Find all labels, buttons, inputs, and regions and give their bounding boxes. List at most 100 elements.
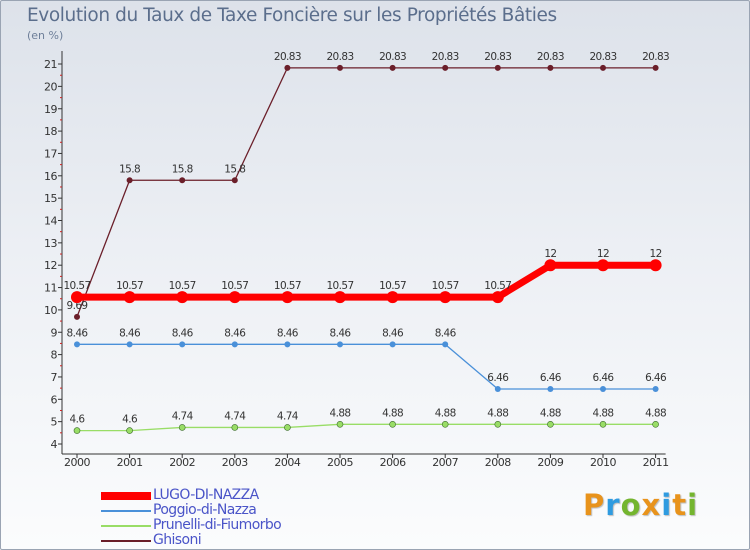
chart-subtitle: (en %) — [27, 29, 64, 42]
data-point-prunelli — [494, 421, 502, 428]
data-point-prunelli — [284, 424, 291, 431]
y-tick-label: 7 — [51, 371, 58, 384]
data-point-poggio — [179, 341, 186, 348]
data-point-lugo — [228, 291, 241, 304]
data-label-lugo: 10.57 — [221, 280, 248, 292]
data-label-poggio: 6.46 — [487, 372, 509, 384]
data-label-lugo: 12 — [544, 248, 556, 260]
data-label-poggio: 8.46 — [119, 327, 141, 339]
data-point-prunelli — [336, 421, 344, 428]
data-label-lugo: 12 — [597, 248, 609, 260]
legend-label-poggio: Poggio-di-Nazza — [153, 502, 257, 518]
legend-swatch-prunelli — [101, 525, 151, 527]
data-point-prunelli — [231, 424, 239, 431]
x-tick-label: 2003 — [222, 456, 248, 469]
series-line-lugo — [77, 261, 656, 301]
data-label-lugo: 10.57 — [169, 280, 196, 292]
data-point-lugo — [649, 259, 662, 272]
data-point-prunelli — [389, 421, 396, 428]
x-tick-label: 2006 — [380, 456, 406, 469]
x-tick-label: 2011 — [643, 456, 669, 469]
legend-label-prunelli: Prunelli-di-Fiumorbo — [153, 517, 282, 533]
legend-label-lugo: LUGO-DI-NAZZA — [153, 487, 259, 503]
y-tick-label: 17 — [44, 147, 57, 160]
data-point-ghisoni — [179, 177, 186, 184]
data-point-prunelli — [178, 424, 186, 431]
data-point-ghisoni — [494, 64, 501, 71]
legend-swatch-poggio — [101, 510, 151, 512]
chart-title: Evolution du Taux de Taxe Foncière sur l… — [27, 5, 557, 26]
y-tick-label: 5 — [51, 416, 58, 429]
data-label-prunelli: 4.88 — [593, 407, 614, 419]
data-label-ghisoni: 20.83 — [642, 51, 669, 63]
data-label-poggio: 6.46 — [540, 372, 562, 384]
data-point-lugo — [439, 291, 452, 304]
data-point-ghisoni — [652, 64, 659, 71]
y-tick-label: 20 — [44, 80, 57, 93]
data-point-prunelli — [652, 421, 659, 428]
x-tick-label: 2002 — [169, 456, 195, 469]
data-point-ghisoni — [74, 313, 80, 320]
data-label-poggio: 6.46 — [645, 372, 667, 384]
x-tick-label: 2001 — [117, 456, 143, 469]
data-label-lugo: 10.57 — [326, 280, 353, 292]
y-tick-label: 10 — [44, 304, 57, 317]
data-label-prunelli: 4.74 — [224, 410, 246, 422]
y-tick-label: 11 — [44, 282, 57, 295]
data-point-lugo — [386, 291, 399, 304]
data-label-prunelli: 4.88 — [382, 407, 403, 419]
data-point-prunelli — [126, 427, 133, 434]
y-tick-label: 15 — [44, 192, 57, 205]
data-point-ghisoni — [389, 64, 396, 71]
x-tick-label: 2004 — [274, 456, 300, 469]
data-label-poggio: 6.46 — [593, 372, 615, 384]
y-tick-label: 12 — [44, 259, 57, 272]
data-point-lugo — [281, 291, 294, 304]
legend-label-ghisoni: Ghisoni — [153, 532, 202, 548]
data-point-ghisoni — [600, 64, 606, 71]
data-label-ghisoni: 20.83 — [484, 51, 511, 63]
data-label-prunelli: 4.88 — [330, 407, 351, 419]
x-tick-label: 2000 — [64, 456, 90, 469]
x-tick-label: 2008 — [485, 456, 511, 469]
data-label-ghisoni: 20.83 — [589, 51, 616, 63]
data-label-poggio: 8.46 — [382, 327, 404, 339]
data-point-poggio — [600, 386, 606, 393]
y-tick-label: 13 — [44, 237, 57, 250]
logo-letter: r — [605, 488, 621, 522]
data-label-prunelli: 4.88 — [435, 407, 456, 419]
data-label-ghisoni: 20.83 — [274, 51, 301, 63]
y-tick-label: 16 — [44, 170, 57, 183]
data-label-lugo: 10.57 — [484, 280, 511, 292]
data-label-prunelli: 4.88 — [540, 407, 561, 419]
data-label-poggio: 8.46 — [435, 327, 457, 339]
logo-letter: x — [641, 488, 662, 522]
y-tick-label: 6 — [51, 393, 58, 406]
data-label-prunelli: 4.6 — [70, 414, 86, 426]
data-point-ghisoni — [442, 64, 449, 71]
data-label-ghisoni: 15.8 — [119, 163, 140, 175]
data-label-prunelli: 4.74 — [172, 410, 194, 422]
data-label-poggio: 8.46 — [277, 327, 299, 339]
data-label-prunelli: 4.88 — [487, 407, 508, 419]
data-point-ghisoni — [547, 64, 554, 71]
data-label-lugo: 10.57 — [63, 280, 90, 292]
x-tick-label: 2007 — [432, 456, 458, 469]
x-tick-label: 2005 — [327, 456, 353, 469]
y-tick-label: 19 — [44, 103, 57, 116]
data-point-lugo — [71, 291, 83, 304]
data-point-lugo — [491, 291, 504, 304]
y-tick-label: 4 — [51, 438, 58, 451]
data-label-ghisoni: 20.83 — [537, 51, 564, 63]
data-point-poggio — [231, 341, 238, 348]
data-point-ghisoni — [126, 177, 133, 184]
data-label-lugo: 10.57 — [379, 280, 406, 292]
data-point-poggio — [337, 341, 343, 348]
y-tick-label: 21 — [44, 58, 57, 71]
data-label-ghisoni: 15.8 — [172, 163, 193, 175]
legend-swatch-lugo — [101, 492, 151, 500]
y-tick-label: 18 — [44, 125, 57, 138]
data-point-ghisoni — [337, 64, 343, 71]
